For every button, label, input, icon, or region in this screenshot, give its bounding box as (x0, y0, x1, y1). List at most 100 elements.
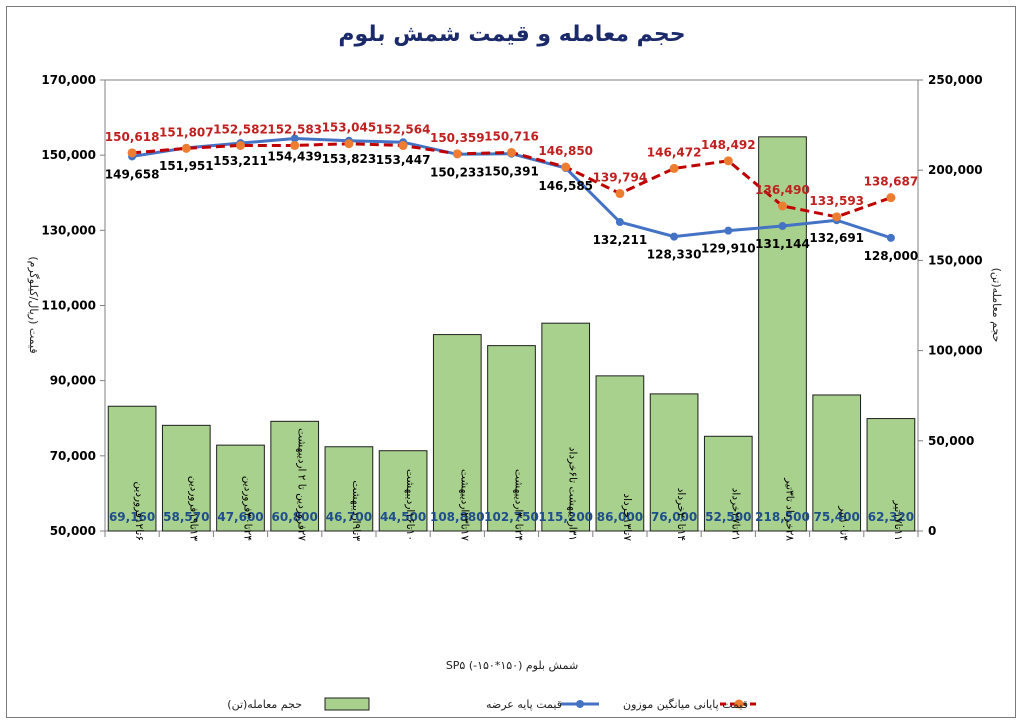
x-category-label: ۱۷تا۲۳اردیبهشت (458, 469, 470, 541)
final-price-label: 133,593 (809, 194, 864, 208)
base-price-label: 150,233 (430, 165, 485, 179)
y-left-tick-label: 90,000 (50, 374, 96, 388)
volume-bar-label: 218,500 (755, 510, 810, 524)
base-price-label: 131,144 (755, 237, 810, 251)
base-price-label: 153,447 (376, 153, 431, 167)
volume-bar-label: 75,400 (814, 510, 860, 524)
y-left-tick-label: 70,000 (50, 449, 96, 463)
volume-bar (324, 446, 374, 532)
x-category-label: ۴تا۱۰تیر (838, 505, 850, 541)
legend-item-final-price: قیمت پایانی میانگین موزون (623, 698, 758, 711)
lines-group (127, 134, 896, 242)
x-category-label: ۲۱تا۲۷خرداد (729, 488, 741, 541)
base-price-label: 132,691 (809, 231, 864, 245)
y-right-tick-label: 200,000 (928, 163, 983, 177)
final-price-label: 151,807 (159, 125, 214, 139)
base-price-label: 146,585 (538, 179, 593, 193)
base-price-label: 150,391 (484, 165, 539, 179)
final-price-label: 150,716 (484, 129, 539, 143)
final-price-label: 152,564 (376, 123, 431, 137)
base-price-point (724, 226, 733, 235)
final-price-label: 150,618 (105, 130, 160, 144)
base-price-label: 128,000 (864, 249, 919, 263)
final-price-label: 138,687 (864, 175, 919, 189)
final-price-point (181, 143, 191, 153)
volume-bar-label: 47,600 (217, 510, 263, 524)
final-price-label: 152,582 (213, 122, 268, 136)
base-price-point (290, 134, 299, 143)
base-price-label: 151,951 (159, 159, 214, 173)
x-category-label: ۱۳تا۱۹فروردین (187, 476, 199, 542)
final-price-point (669, 163, 679, 173)
final-price-point (615, 189, 625, 199)
base-price-label: 153,823 (322, 152, 377, 166)
volume-bar (649, 393, 699, 532)
base-price-label: 149,658 (105, 167, 160, 181)
y-left-tick-label: 130,000 (41, 223, 96, 237)
volume-bar-label: 46,700 (326, 510, 372, 524)
volume-bar (107, 405, 157, 532)
volume-bar-label: 69,160 (109, 510, 155, 524)
legend-item-base-price: قیمت پایه عرضه (486, 698, 599, 711)
volume-bar (216, 444, 265, 532)
final-price-label: 148,492 (701, 138, 756, 152)
legend-label: قیمت پایانی میانگین موزون (623, 698, 748, 711)
volume-bar-label: 44,500 (380, 510, 426, 524)
final-price-point (127, 148, 137, 158)
axes-group: 50,000 70,000 90,000 110,000 130,000 150,000 1… (41, 73, 982, 538)
legend: قیمت پایانی میانگین موزون قیمت پایه عرضه ح… (227, 697, 758, 711)
chart-title: حجم معامله و قیمت شمش بلوم (338, 22, 686, 47)
volume-bar (378, 450, 428, 532)
base-price-point (615, 218, 624, 227)
y-left-tick-label: 110,000 (41, 299, 96, 313)
volume-bar-label: 62,320 (868, 510, 914, 524)
x-category-label: ۱۱تا۱۷تیر (892, 499, 904, 541)
legend-marker (734, 699, 744, 709)
y-right-tick-label: 100,000 (928, 344, 983, 358)
x-category-label: ۲۸خرداد تا۳تیر (784, 477, 796, 541)
volume-bar-label: 115,200 (538, 510, 593, 524)
base-price-label: 153,211 (213, 154, 268, 168)
final-price-point (723, 156, 733, 166)
volume-bar (812, 394, 862, 532)
volume-bar-label: 60,800 (272, 510, 318, 524)
legend-label: قیمت پایه عرضه (486, 698, 562, 711)
y-right-tick-label: 0 (928, 524, 936, 538)
y-right-tick-label: 250,000 (928, 73, 983, 87)
volume-bar (432, 334, 482, 532)
volume-bar-label: 52,500 (705, 510, 751, 524)
base-price-label: 132,211 (593, 233, 648, 247)
base-price-label: 154,439 (267, 149, 322, 163)
x-category-label: ۲۴تا۳۰اردیبهشت (513, 469, 525, 541)
x-category-label: ۶تا۱۲فروردین (133, 481, 145, 541)
y-right-tick-label: 150,000 (928, 253, 983, 267)
legend-marker (576, 700, 584, 708)
volume-bar-label: 58,570 (163, 510, 209, 524)
x-category-label: ۲۴تا۳۰فروردین (242, 476, 254, 541)
base-price-label: 129,910 (701, 242, 756, 256)
final-price-label: 153,045 (322, 121, 377, 135)
final-price-point (832, 212, 842, 222)
final-price-label: 136,490 (755, 183, 810, 197)
final-price-label: 139,794 (593, 171, 648, 185)
final-price-point (778, 201, 787, 211)
final-price-point (886, 193, 896, 203)
y-left-tick-label: 170,000 (41, 73, 96, 87)
legend-item-volume: حجم معامله(تن) (227, 697, 370, 711)
legend-label: حجم معامله(تن) (227, 698, 302, 711)
volume-bar-label: 102,750 (484, 510, 539, 524)
base-price-label: 128,330 (647, 248, 702, 262)
final-price-label: 150,359 (430, 131, 485, 145)
bars-group (107, 136, 916, 532)
x-category-label: ۲۷فروردین تا ۲ اردیبهشت (296, 428, 308, 541)
volume-bar (161, 424, 211, 532)
base-price-point (778, 222, 787, 231)
y-right-tick-label: 50,000 (928, 434, 974, 448)
x-category-label: ۱۴تا۲۰خرداد (675, 488, 687, 541)
final-price-point (398, 141, 408, 151)
final-price-label: 146,850 (538, 144, 593, 158)
y-left-tick-label: 50,000 (50, 524, 96, 538)
final-price-point (561, 162, 571, 172)
volume-bar-label: 86,000 (597, 510, 643, 524)
